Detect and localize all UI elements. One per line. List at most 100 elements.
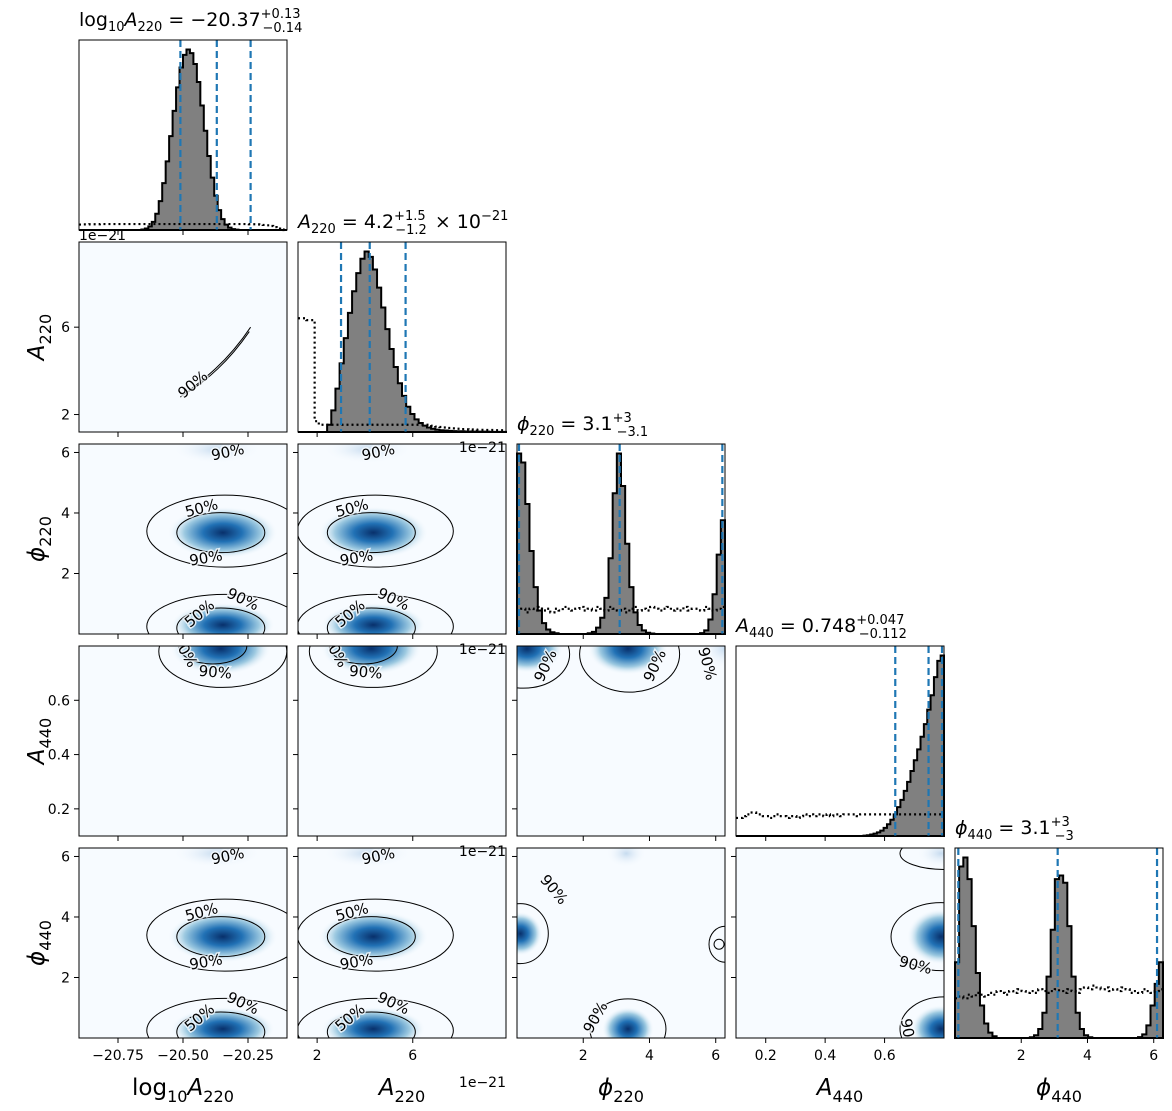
contour-label: 90% — [198, 662, 233, 683]
y-tick-label: 0.4 — [48, 748, 70, 764]
prior-histogram — [517, 605, 725, 614]
x-axis-label: ϕ440 — [1036, 1075, 1082, 1106]
density-blob — [167, 506, 278, 559]
y-tick-label: 6 — [61, 849, 70, 865]
prior-histogram — [298, 317, 506, 432]
y-axis-label: A220 — [24, 314, 55, 362]
contour-90 — [298, 593, 454, 634]
contour-label: 90 — [897, 1017, 918, 1039]
x-tick-label: −20.75 — [92, 1048, 144, 1064]
density-background — [79, 242, 287, 432]
density-panel-phi220-vs-A220: 50%90%90%90%50% — [297, 443, 507, 635]
panel-title: log10A220 = −20.37+0.13 −0.14 — [79, 7, 302, 36]
density-panel-phi440-vs-A440: 90%90 — [735, 847, 945, 1039]
contour-50 — [328, 646, 398, 665]
density-background — [517, 646, 725, 836]
posterior-histogram — [516, 452, 726, 635]
contour-50 — [176, 607, 266, 634]
contour-90 — [146, 593, 287, 634]
density-blob — [606, 848, 647, 868]
panel-frame — [735, 847, 945, 1039]
x-axis-label: A440 — [815, 1075, 863, 1106]
density-blob — [587, 646, 668, 675]
y-tick-label: 0.2 — [48, 802, 70, 818]
y-tick-label: 2 — [61, 566, 70, 582]
contour-90 — [517, 646, 571, 689]
panel-frame — [297, 241, 507, 433]
prior-histogram — [955, 984, 1163, 1000]
x-tick-label: 0.4 — [814, 1048, 836, 1064]
diag-panel-phi440: ϕ440 = 3.1+3 −3 — [954, 815, 1164, 1039]
y-tick-label: 2 — [61, 408, 70, 424]
y-tick-label: 2 — [61, 970, 70, 986]
y-tick-label: 4 — [61, 910, 70, 926]
panel-title: A440 = 0.748+0.047 −0.112 — [734, 613, 907, 642]
contour-90 — [579, 646, 681, 693]
x-tick-label: 6 — [1149, 1048, 1158, 1064]
x-axis-label: A220 — [377, 1075, 425, 1106]
contour-50 — [326, 607, 416, 634]
panel-frame — [297, 847, 507, 1039]
density-background — [298, 646, 506, 836]
density-panel-A440-vs-A220: 90%50% — [297, 645, 507, 837]
posterior-histogram — [79, 48, 287, 231]
density-blob — [321, 646, 422, 675]
contour-90 — [146, 494, 287, 568]
panel-frame — [516, 443, 726, 635]
y-axis-label: A440 — [24, 718, 55, 766]
contour-90 — [708, 925, 725, 963]
x-axis-label: ϕ220 — [598, 1075, 644, 1106]
posterior-histogram — [736, 654, 945, 837]
x-tick-label: −20.50 — [157, 1048, 209, 1064]
contour-90 — [890, 902, 944, 972]
contour-label: 90% — [338, 546, 374, 570]
density-blob — [170, 646, 271, 675]
x-axis-label: log10A220 — [132, 1075, 234, 1106]
y-tick-label: 4 — [61, 506, 70, 522]
contour-90 — [298, 997, 454, 1038]
density-blob — [907, 908, 944, 965]
contour-90 — [899, 848, 944, 870]
density-panel-A220-vs-logA220: 90% — [78, 241, 288, 433]
density-panel-phi440-vs-phi220: 90%90% — [516, 847, 726, 1039]
density-panel-phi220-vs-logA220: 50%90%90%90%50% — [78, 443, 288, 635]
panel-title: A220 = 4.2+1.5 −1.2 × 10−21 — [296, 209, 508, 238]
x-tick-label: 0.2 — [755, 1048, 777, 1064]
y-axis-label: ϕ220 — [24, 516, 55, 562]
x-tick-label: 2 — [1017, 1048, 1026, 1064]
posterior-histogram — [298, 250, 507, 433]
density-panel-A440-vs-logA220: 90%50% — [78, 645, 288, 837]
posterior-histogram — [954, 856, 1164, 1039]
density-blob — [323, 444, 412, 464]
contour-50 — [176, 512, 266, 554]
panel-frame — [735, 645, 945, 837]
x-tick-label: 0.6 — [873, 1048, 895, 1064]
offset-text: 1e−21 — [459, 440, 506, 456]
density-panel-phi440-vs-logA220: 50%90%90%90%50% — [78, 847, 288, 1039]
contour-label: 90% — [348, 662, 383, 683]
panel-frame — [516, 847, 726, 1039]
contour-50 — [176, 916, 266, 958]
x-tick-label: 6 — [408, 1048, 417, 1064]
density-blob — [167, 910, 278, 963]
y-tick-label: 0.6 — [48, 693, 70, 709]
contour-90 — [146, 898, 287, 972]
density-blob — [601, 1006, 654, 1038]
density-blob — [323, 848, 412, 868]
contour-90 — [308, 646, 438, 688]
contour-50 — [326, 1011, 416, 1038]
contour-90 — [298, 494, 454, 568]
x-tick-label: 2 — [313, 1048, 322, 1064]
density-blob — [172, 848, 261, 868]
x-tick-label: −20.25 — [222, 1048, 274, 1064]
y-tick-label: 6 — [61, 445, 70, 461]
contour-50 — [176, 1011, 266, 1038]
contour-50 — [178, 646, 248, 665]
density-blob — [701, 646, 725, 669]
diag-panel-phi220: ϕ220 = 3.1+3 −3.1 — [516, 411, 726, 635]
diag-panel-A440: A440 = 0.748+0.047 −0.112 — [734, 613, 945, 837]
density-background — [517, 848, 725, 1038]
density-blob — [318, 506, 429, 559]
diag-panel-logA220: log10A220 = −20.37+0.13 −0.14 — [78, 7, 302, 232]
